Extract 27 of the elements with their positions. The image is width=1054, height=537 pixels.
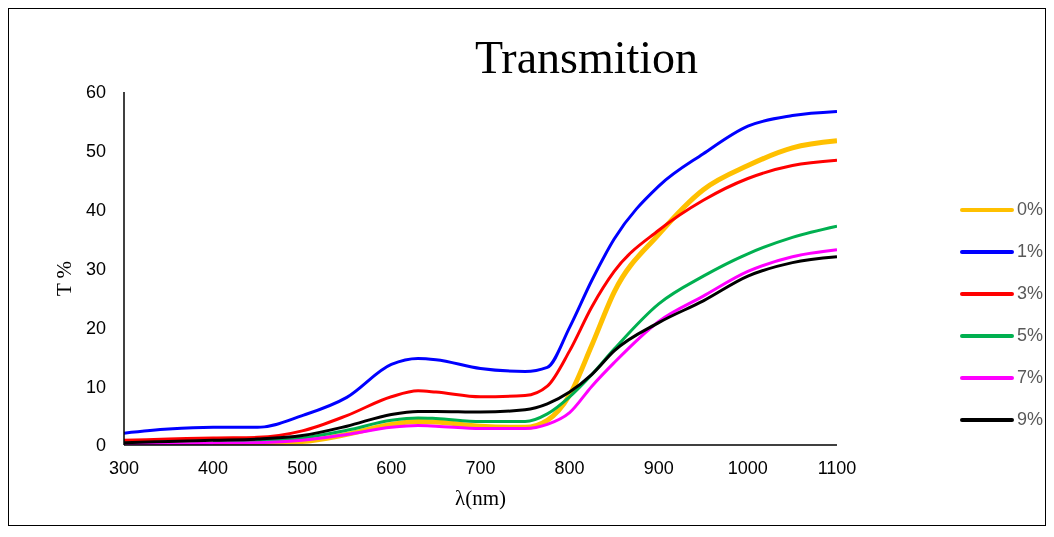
y-tick-label: 40 xyxy=(85,200,106,221)
y-axis-title: T % xyxy=(52,260,77,297)
y-tick-label: 0 xyxy=(95,435,106,456)
x-axis-title: λ(nm) xyxy=(454,486,506,510)
x-tick-label: 900 xyxy=(643,457,674,478)
y-tick-label: 20 xyxy=(85,317,106,338)
x-tick-label: 1100 xyxy=(817,457,857,478)
legend-label: 3% xyxy=(1016,283,1043,304)
x-tick-label: 400 xyxy=(198,457,229,478)
line-series xyxy=(124,158,837,442)
y-tick-label: 30 xyxy=(85,258,106,279)
y-tick-label: 10 xyxy=(85,376,106,397)
x-tick-label: 1000 xyxy=(727,457,768,478)
y-tick-label: 60 xyxy=(85,82,106,103)
x-tick-label: 800 xyxy=(554,457,585,478)
x-tick-label: 700 xyxy=(465,457,496,478)
chart-title: Transmition xyxy=(473,31,700,84)
line-series xyxy=(124,109,837,435)
x-tick-label: 300 xyxy=(108,457,140,478)
legend-label: 9% xyxy=(1016,409,1043,430)
legend-label: 7% xyxy=(1016,367,1043,388)
legend-label: 1% xyxy=(1016,241,1043,262)
y-tick-label: 50 xyxy=(85,141,106,162)
legend-label: 5% xyxy=(1016,325,1043,346)
legend-label: 0% xyxy=(1016,199,1043,220)
x-tick-label: 500 xyxy=(287,457,318,478)
x-tick-label: 600 xyxy=(376,457,407,478)
